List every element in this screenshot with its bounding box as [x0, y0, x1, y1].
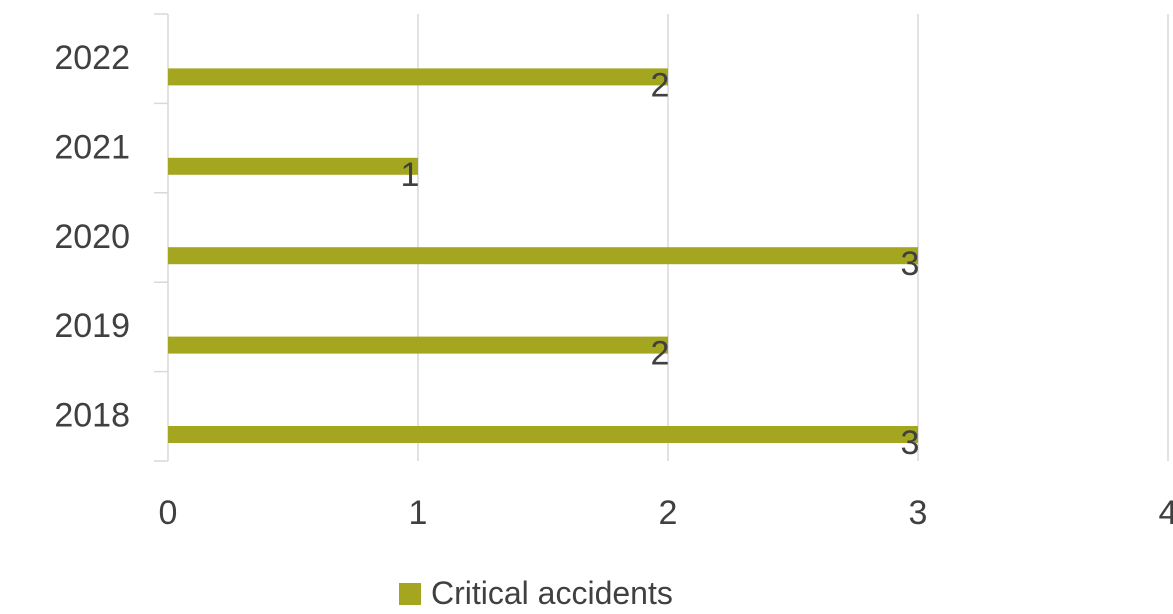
category-label-2018: 2018 — [54, 397, 130, 435]
bar-2020 — [168, 247, 918, 265]
category-label-2022: 2022 — [54, 39, 130, 77]
bar-2018 — [168, 426, 918, 443]
data-label-2020: 3 — [901, 245, 920, 283]
bar-layer — [168, 68, 918, 443]
legend: Critical accidents — [399, 575, 673, 611]
x-tick-label-3: 3 — [909, 494, 928, 532]
x-tick-label-0: 0 — [159, 494, 178, 532]
category-label-layer: 2018 2019 2020 2021 2022 — [54, 39, 130, 435]
data-label-2018: 3 — [901, 424, 920, 462]
y-axis — [154, 13, 169, 462]
grid-layer — [417, 14, 1169, 461]
x-tick-label-2: 2 — [659, 494, 678, 532]
category-label-2021: 2021 — [54, 128, 130, 166]
bar-2021 — [168, 157, 418, 175]
data-label-2019: 2 — [651, 335, 670, 373]
x-tick-layer: 0 1 2 3 4 — [159, 494, 1173, 532]
category-label-2019: 2019 — [54, 307, 130, 345]
x-tick-label-4: 4 — [1159, 494, 1173, 532]
x-tick-label-1: 1 — [409, 494, 428, 532]
data-label-layer: 3 2 3 1 2 — [401, 66, 920, 462]
data-label-2021: 1 — [401, 156, 420, 194]
bar-2019 — [168, 336, 668, 354]
bar-2022 — [168, 68, 668, 86]
category-label-2020: 2020 — [54, 218, 130, 256]
legend-label: Critical accidents — [431, 575, 673, 611]
data-label-2022: 2 — [651, 66, 670, 104]
legend-swatch — [399, 583, 421, 605]
